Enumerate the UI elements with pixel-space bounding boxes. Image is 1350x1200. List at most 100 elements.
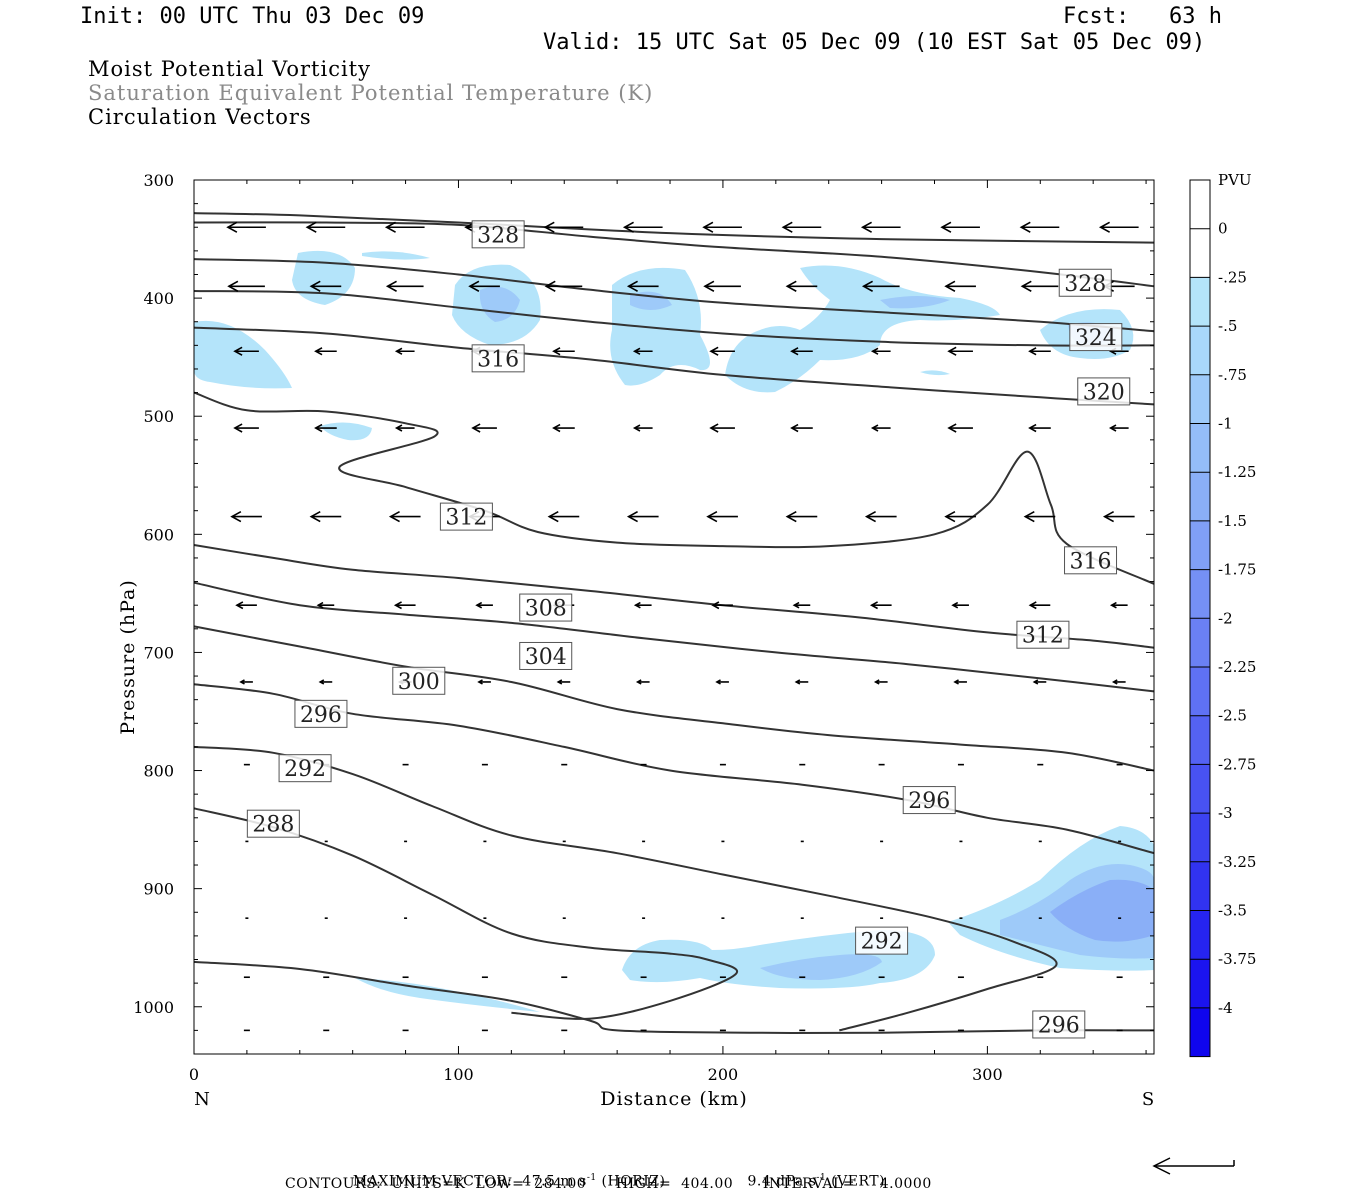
circulation-vector-head — [1032, 679, 1039, 685]
circulation-vector-head — [785, 510, 797, 523]
max-vector-horiz-unit: (HORIZ) — [596, 1173, 666, 1190]
contour-label: 304 — [525, 645, 567, 670]
contour-label: 316 — [1070, 549, 1112, 574]
contour-label: 316 — [477, 347, 519, 372]
circulation-vector-head — [709, 346, 719, 356]
y-tick-label: 600 — [143, 525, 174, 544]
circulation-vector-head — [715, 679, 721, 685]
contour-label: 328 — [477, 223, 519, 248]
colorbar-label: -2.25 — [1218, 658, 1256, 676]
colorbar-label: -1.5 — [1218, 512, 1247, 530]
pv-shading-region — [1050, 879, 1154, 942]
contour-label-box — [902, 786, 956, 815]
contour-label: 324 — [1075, 326, 1117, 351]
isentrope-296 — [193, 745, 1058, 1032]
contour-label: 300 — [398, 670, 440, 695]
colorbar-label: -1 — [1218, 415, 1233, 433]
colorbar-swatch — [1190, 374, 1210, 424]
isentrope-328 — [193, 258, 1155, 333]
y-tick-label: 1000 — [133, 998, 174, 1017]
circulation-vector-head — [552, 347, 561, 356]
circulation-vector-head — [1023, 510, 1035, 523]
circulation-vector-head — [790, 347, 799, 356]
circulation-vector-head — [633, 601, 641, 609]
colorbar-label: -.75 — [1218, 366, 1247, 384]
circulation-vector-head — [475, 601, 483, 609]
pv-shading-region — [880, 296, 950, 309]
pv-shading-region — [355, 978, 540, 1012]
pv-shading-region — [320, 422, 372, 441]
colorbar-swatch — [1190, 326, 1210, 375]
circulation-vector-head — [709, 423, 719, 433]
circulation-vector-head — [468, 280, 480, 292]
contour-label: 292 — [861, 930, 903, 955]
circulation-vector-head — [388, 510, 400, 523]
x-tick-label: 300 — [972, 1065, 1003, 1084]
circulation-vector-head — [1020, 280, 1032, 292]
init-time: Init: 00 UTC Thu 03 Dec 09 — [80, 4, 425, 29]
circulation-vector-head — [1102, 510, 1115, 523]
title-circulation-vectors: Circulation Vectors — [88, 105, 312, 129]
contour-label-box — [246, 809, 300, 838]
y-axis-label: Pressure (hPa) — [117, 579, 139, 735]
pv-shading-region — [630, 291, 672, 310]
circulation-vector-head — [632, 347, 641, 355]
circulation-vector-head — [1028, 347, 1037, 356]
contour-label-box — [519, 641, 573, 670]
isentrope-332 — [193, 212, 1155, 244]
y-tick-label: 800 — [143, 762, 174, 781]
x-axis-label: Distance (km) — [600, 1088, 748, 1110]
title-moist-pv: Moist Potential Vorticity — [88, 57, 371, 81]
contour-label: 296 — [908, 789, 950, 814]
circulation-vector-head — [794, 679, 801, 685]
circulation-vector-head — [864, 510, 876, 523]
circulation-vector-head — [711, 601, 720, 610]
isentrope-324 — [193, 290, 1155, 347]
contour-label: 328 — [1064, 272, 1106, 297]
colorbar-label: -.25 — [1218, 268, 1247, 286]
circulation-vector-head — [305, 221, 317, 233]
circulation-vector-head — [309, 280, 321, 292]
colorbar-swatch — [1190, 569, 1210, 619]
max-vector-vert-value: 9.4 dPa s — [747, 1173, 817, 1190]
colorbar-label: -2.5 — [1218, 707, 1247, 725]
colorbar-label: -3.75 — [1218, 950, 1256, 968]
circulation-vector-head — [543, 221, 555, 233]
contour-label-box — [1032, 1010, 1086, 1039]
circulation-vector-head — [544, 280, 556, 292]
y-tick-label: 400 — [143, 289, 174, 308]
circulation-vector-head — [873, 679, 880, 685]
isentrope-316 — [193, 391, 1155, 585]
circulation-vector-head — [781, 221, 793, 233]
circulation-vector-head — [1111, 679, 1118, 685]
isentrope-320 — [193, 326, 1155, 406]
circulation-vector-head — [309, 510, 321, 523]
colorbar-swatch — [1190, 277, 1210, 327]
pv-shading-region — [194, 320, 292, 389]
colorbar-label: -2 — [1218, 609, 1233, 627]
x-tick-label: 200 — [708, 1065, 739, 1084]
colorbar-swatch — [1190, 1007, 1210, 1057]
isentrope-328 — [193, 221, 1155, 288]
contour-label-box — [1064, 546, 1118, 575]
x-end-label-right: S — [1142, 1089, 1154, 1110]
contour-label-box — [1077, 377, 1131, 406]
pv-shading-region — [362, 251, 430, 260]
colorbar-title: PVU — [1218, 171, 1252, 189]
circulation-vector-head — [944, 510, 956, 523]
contour-label-box — [294, 699, 348, 728]
x-end-label-left: N — [194, 1089, 210, 1110]
colorbar-label: -4 — [1218, 999, 1233, 1017]
circulation-vector-head — [233, 346, 243, 356]
colorbar-swatch — [1190, 180, 1210, 229]
circulation-vector-head — [394, 424, 403, 432]
colorbar-swatch — [1190, 472, 1210, 521]
colorbar-swatch — [1190, 959, 1210, 1008]
circulation-vector-head — [947, 423, 957, 433]
x-tick-label: 100 — [443, 1065, 474, 1084]
circulation-vector-head — [632, 424, 641, 432]
circulation-vector-head — [706, 510, 718, 523]
pv-shading-region — [920, 370, 950, 376]
circulation-vector-head — [477, 679, 483, 685]
circulation-vector-head — [233, 423, 243, 433]
